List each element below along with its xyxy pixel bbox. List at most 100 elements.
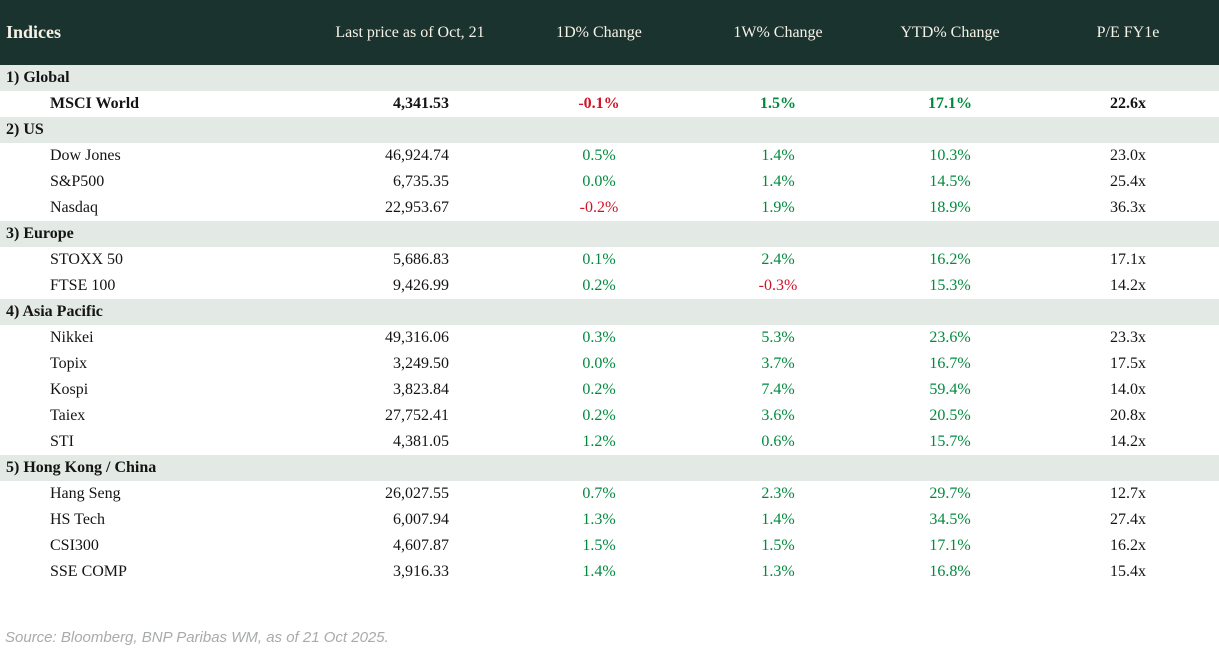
change-1w: 2.4% (761, 251, 795, 268)
change-ytd: 14.5% (929, 173, 971, 190)
pe-fy1e: 22.6x (1110, 95, 1146, 112)
change-1d: 1.4% (582, 563, 616, 580)
pe-fy1e: 25.4x (1110, 173, 1146, 190)
change-1w: 1.4% (761, 173, 795, 190)
table-body: 1) Global MSCI World 4,341.53 -0.1% 1.5% 17.1… (0, 65, 1219, 585)
table-row: HS Tech 6,007.94 1.3% 1.4% 34.5% 27.4x (0, 507, 1219, 533)
change-1w: -0.3% (758, 277, 798, 294)
change-1d: 0.0% (582, 173, 616, 190)
table-row: STI 4,381.05 1.2% 0.6% 15.7% 14.2x (0, 429, 1219, 455)
change-1w: 3.6% (761, 407, 795, 424)
change-1d: 0.2% (582, 407, 616, 424)
pe-fy1e: 36.3x (1110, 199, 1146, 216)
change-1w: 2.3% (761, 485, 795, 502)
pe-fy1e: 17.5x (1110, 355, 1146, 372)
table-row: Topix 3,249.50 0.0% 3.7% 16.7% 17.5x (0, 351, 1219, 377)
index-name: CSI300 (50, 537, 99, 554)
change-1d: -0.2% (579, 199, 619, 216)
index-name: Hang Seng (50, 485, 121, 502)
change-1d: 0.2% (582, 277, 616, 294)
change-ytd: 59.4% (929, 381, 971, 398)
table-row: STOXX 50 5,686.83 0.1% 2.4% 16.2% 17.1x (0, 247, 1219, 273)
change-1d: 0.2% (582, 381, 616, 398)
last-price: 49,316.06 (385, 329, 449, 346)
last-price: 3,823.84 (393, 381, 449, 398)
section-header: 1) Global (0, 65, 1219, 91)
last-price: 4,341.53 (393, 95, 449, 112)
change-ytd: 16.7% (929, 355, 971, 372)
change-1d: 0.1% (582, 251, 616, 268)
change-1d: 1.3% (582, 511, 616, 528)
change-ytd: 17.1% (929, 537, 971, 554)
table-row: Nasdaq 22,953.67 -0.2% 1.9% 18.9% 36.3x (0, 195, 1219, 221)
pe-fy1e: 15.4x (1110, 563, 1146, 580)
change-1d: 0.7% (582, 485, 616, 502)
pe-fy1e: 14.2x (1110, 277, 1146, 294)
change-1w: 5.3% (761, 329, 795, 346)
pe-fy1e: 23.3x (1110, 329, 1146, 346)
header-indices: Indices (6, 22, 62, 42)
pe-fy1e: 14.0x (1110, 381, 1146, 398)
last-price: 22,953.67 (385, 199, 449, 216)
table-row: Nikkei 49,316.06 0.3% 5.3% 23.6% 23.3x (0, 325, 1219, 351)
change-1d: 1.5% (582, 537, 616, 554)
table-header: Indices Last price as of Oct, 21 1D% Cha… (0, 0, 1219, 65)
table-row: FTSE 100 9,426.99 0.2% -0.3% 15.3% 14.2x (0, 273, 1219, 299)
table-row: Dow Jones 46,924.74 0.5% 1.4% 10.3% 23.0x (0, 143, 1219, 169)
change-ytd: 29.7% (929, 485, 971, 502)
change-ytd: 16.8% (929, 563, 971, 580)
last-price: 3,249.50 (393, 355, 449, 372)
header-1w-change: 1W% Change (733, 23, 823, 41)
pe-fy1e: 20.8x (1110, 407, 1146, 424)
change-1w: 0.6% (761, 433, 795, 450)
last-price: 46,924.74 (385, 147, 449, 164)
pe-fy1e: 14.2x (1110, 433, 1146, 450)
index-name: Dow Jones (50, 147, 121, 164)
last-price: 6,735.35 (393, 173, 449, 190)
header-ytd-change: YTD% Change (900, 23, 1000, 41)
change-1w: 7.4% (761, 381, 795, 398)
change-ytd: 34.5% (929, 511, 971, 528)
section-header: 4) Asia Pacific (0, 299, 1219, 325)
change-1w: 1.4% (761, 511, 795, 528)
index-name: Topix (50, 355, 88, 372)
index-name: Kospi (50, 381, 89, 398)
section-header: 3) Europe (0, 221, 1219, 247)
last-price: 4,607.87 (393, 537, 449, 554)
change-1w: 1.5% (760, 95, 796, 112)
table-row: MSCI World 4,341.53 -0.1% 1.5% 17.1% 22.6x (0, 91, 1219, 117)
change-ytd: 23.6% (929, 329, 971, 346)
change-1w: 1.3% (761, 563, 795, 580)
section-header: 2) US (0, 117, 1219, 143)
change-ytd: 17.1% (928, 95, 972, 112)
index-name: S&P500 (50, 173, 105, 190)
index-name: FTSE 100 (50, 277, 116, 294)
change-1w: 1.4% (761, 147, 795, 164)
index-name: SSE COMP (50, 563, 127, 580)
last-price: 9,426.99 (393, 277, 449, 294)
change-ytd: 15.7% (929, 433, 971, 450)
change-1d: 1.2% (582, 433, 616, 450)
change-1w: 1.5% (761, 537, 795, 554)
change-1w: 1.9% (761, 199, 795, 216)
table-row: S&P500 6,735.35 0.0% 1.4% 14.5% 25.4x (0, 169, 1219, 195)
index-name: STI (50, 433, 74, 450)
change-ytd: 18.9% (929, 199, 971, 216)
change-1d: 0.3% (582, 329, 616, 346)
table-row: SSE COMP 3,916.33 1.4% 1.3% 16.8% 15.4x (0, 559, 1219, 585)
change-1d: -0.1% (578, 95, 620, 112)
last-price: 27,752.41 (385, 407, 449, 424)
index-name: MSCI World (50, 95, 140, 112)
header-1d-change: 1D% Change (556, 23, 642, 41)
header-pe-fy1e: P/E FY1e (1096, 23, 1160, 41)
table-row: Kospi 3,823.84 0.2% 7.4% 59.4% 14.0x (0, 377, 1219, 403)
pe-fy1e: 23.0x (1110, 147, 1146, 164)
change-ytd: 10.3% (929, 147, 971, 164)
pe-fy1e: 27.4x (1110, 511, 1146, 528)
table-row: Hang Seng 26,027.55 0.7% 2.3% 29.7% 12.7x (0, 481, 1219, 507)
index-name: Nasdaq (50, 199, 98, 216)
change-1d: 0.5% (582, 147, 616, 164)
change-1d: 0.0% (582, 355, 616, 372)
pe-fy1e: 12.7x (1110, 485, 1146, 502)
section-header: 5) Hong Kong / China (0, 455, 1219, 481)
